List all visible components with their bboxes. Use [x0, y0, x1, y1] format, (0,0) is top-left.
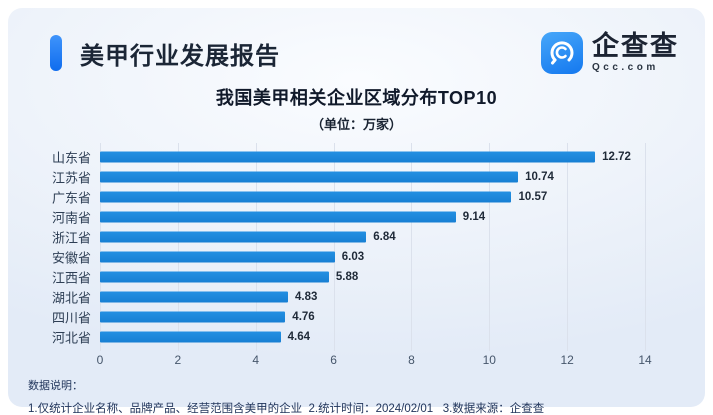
- qcc-logo-text: 企查查 Qcc.com: [592, 33, 679, 73]
- title-accent-bar: [50, 35, 62, 71]
- bar: [100, 311, 286, 323]
- gridline-x-8: [411, 143, 413, 351]
- value-label: 12.72: [602, 151, 631, 163]
- gridline-x-4: [255, 143, 257, 351]
- category-label: 安徽省: [51, 250, 91, 266]
- data-notes-heading: 数据说明：: [28, 380, 83, 392]
- category-label: 江苏省: [51, 170, 91, 186]
- bar: [100, 171, 519, 183]
- report-header: 美甲行业发展报告 企查查 Qcc.com: [8, 8, 705, 76]
- category-label: 河北省: [51, 330, 91, 346]
- x-tick-label-6: 6: [330, 353, 337, 367]
- bar: [100, 251, 335, 263]
- x-axis: 0 2 4 6 8 10 12 14: [96, 347, 652, 369]
- bar-row-2: 江苏省 10.74: [52, 167, 645, 187]
- category-label: 湖北省: [51, 290, 91, 306]
- report-title: 美甲行业发展报告: [80, 42, 280, 70]
- bar-row-10: 河北省 4.64: [52, 327, 645, 347]
- x-tick-label-2: 2: [174, 353, 182, 367]
- value-label: 10.74: [525, 171, 554, 183]
- bar-row-7: 江西省 5.88: [52, 267, 645, 287]
- gridline-x-12: [567, 143, 569, 351]
- x-tick-label-8: 8: [408, 353, 415, 367]
- gridline-x-14: [645, 143, 646, 351]
- category-label: 江西省: [51, 270, 91, 286]
- bar-row-4: 河南省 9.14: [52, 207, 645, 227]
- bar-chart-plot-area: 山东省 12.72 江苏省 10.74 广东省 10.57 河南省 9.14 浙江省 6.84 安徽…: [52, 143, 646, 351]
- qcc-logo-domain: Qcc.com: [592, 62, 659, 73]
- chart-subtitle: （单位：万家）: [310, 117, 402, 132]
- bar: [100, 291, 289, 303]
- chart-title: 我国美甲相关企业区域分布TOP10: [215, 88, 498, 108]
- category-label: 广东省: [51, 190, 91, 206]
- value-label: 4.76: [292, 311, 315, 323]
- value-label: 4.83: [295, 291, 318, 303]
- x-tick-label-12: 12: [560, 353, 574, 367]
- category-label: 浙江省: [51, 230, 91, 246]
- value-label: 5.88: [335, 271, 359, 283]
- x-tick-label-4: 4: [252, 353, 260, 367]
- bar: [100, 191, 512, 203]
- bar-row-8: 湖北省 4.83: [52, 287, 645, 307]
- report-card: 美甲行业发展报告 企查查 Qcc.com 我国美甲相关企业区域分布TOP10 （…: [8, 8, 705, 415]
- category-label: 山东省: [51, 150, 91, 166]
- gridline-x-0: [100, 143, 101, 351]
- gridline-x-10: [489, 143, 491, 351]
- qcc-logo: 企查查 Qcc.com: [541, 32, 679, 74]
- bar: [100, 331, 281, 343]
- bar-row-9: 四川省 4.76: [52, 307, 645, 327]
- bar-row-1: 山东省 12.72: [52, 147, 645, 167]
- x-tick-label-0: 0: [96, 353, 104, 367]
- qcc-swirl-icon: [541, 32, 583, 74]
- bar: [100, 271, 329, 283]
- bar-row-5: 浙江省 6.84: [52, 227, 645, 247]
- bar-row-6: 安徽省 6.03: [52, 247, 645, 267]
- value-label: 10.57: [518, 191, 548, 203]
- value-label: 6.84: [373, 231, 396, 243]
- value-label: 9.14: [462, 211, 486, 223]
- x-tick-label-14: 14: [638, 353, 652, 367]
- bar: [100, 231, 367, 243]
- category-label: 四川省: [51, 310, 91, 326]
- value-label: 6.03: [341, 251, 365, 263]
- bar-row-3: 广东省 10.57: [52, 187, 645, 207]
- value-label: 4.64: [287, 331, 311, 343]
- category-label: 河南省: [51, 210, 91, 226]
- bar: [100, 211, 456, 223]
- qcc-logo-name: 企查查: [592, 31, 679, 61]
- gridline-x-6: [333, 143, 335, 351]
- x-tick-label-10: 10: [482, 353, 496, 367]
- gridline-x-2: [177, 143, 179, 351]
- data-notes: 数据说明： 1.仅统计企业名称、品牌产品、经营范围含美甲的企业 2.统计时间：2…: [8, 369, 705, 415]
- bar: [100, 151, 596, 163]
- data-notes-text: 1.仅统计企业名称、品牌产品、经营范围含美甲的企业 2.统计时间：2024/02…: [28, 403, 545, 415]
